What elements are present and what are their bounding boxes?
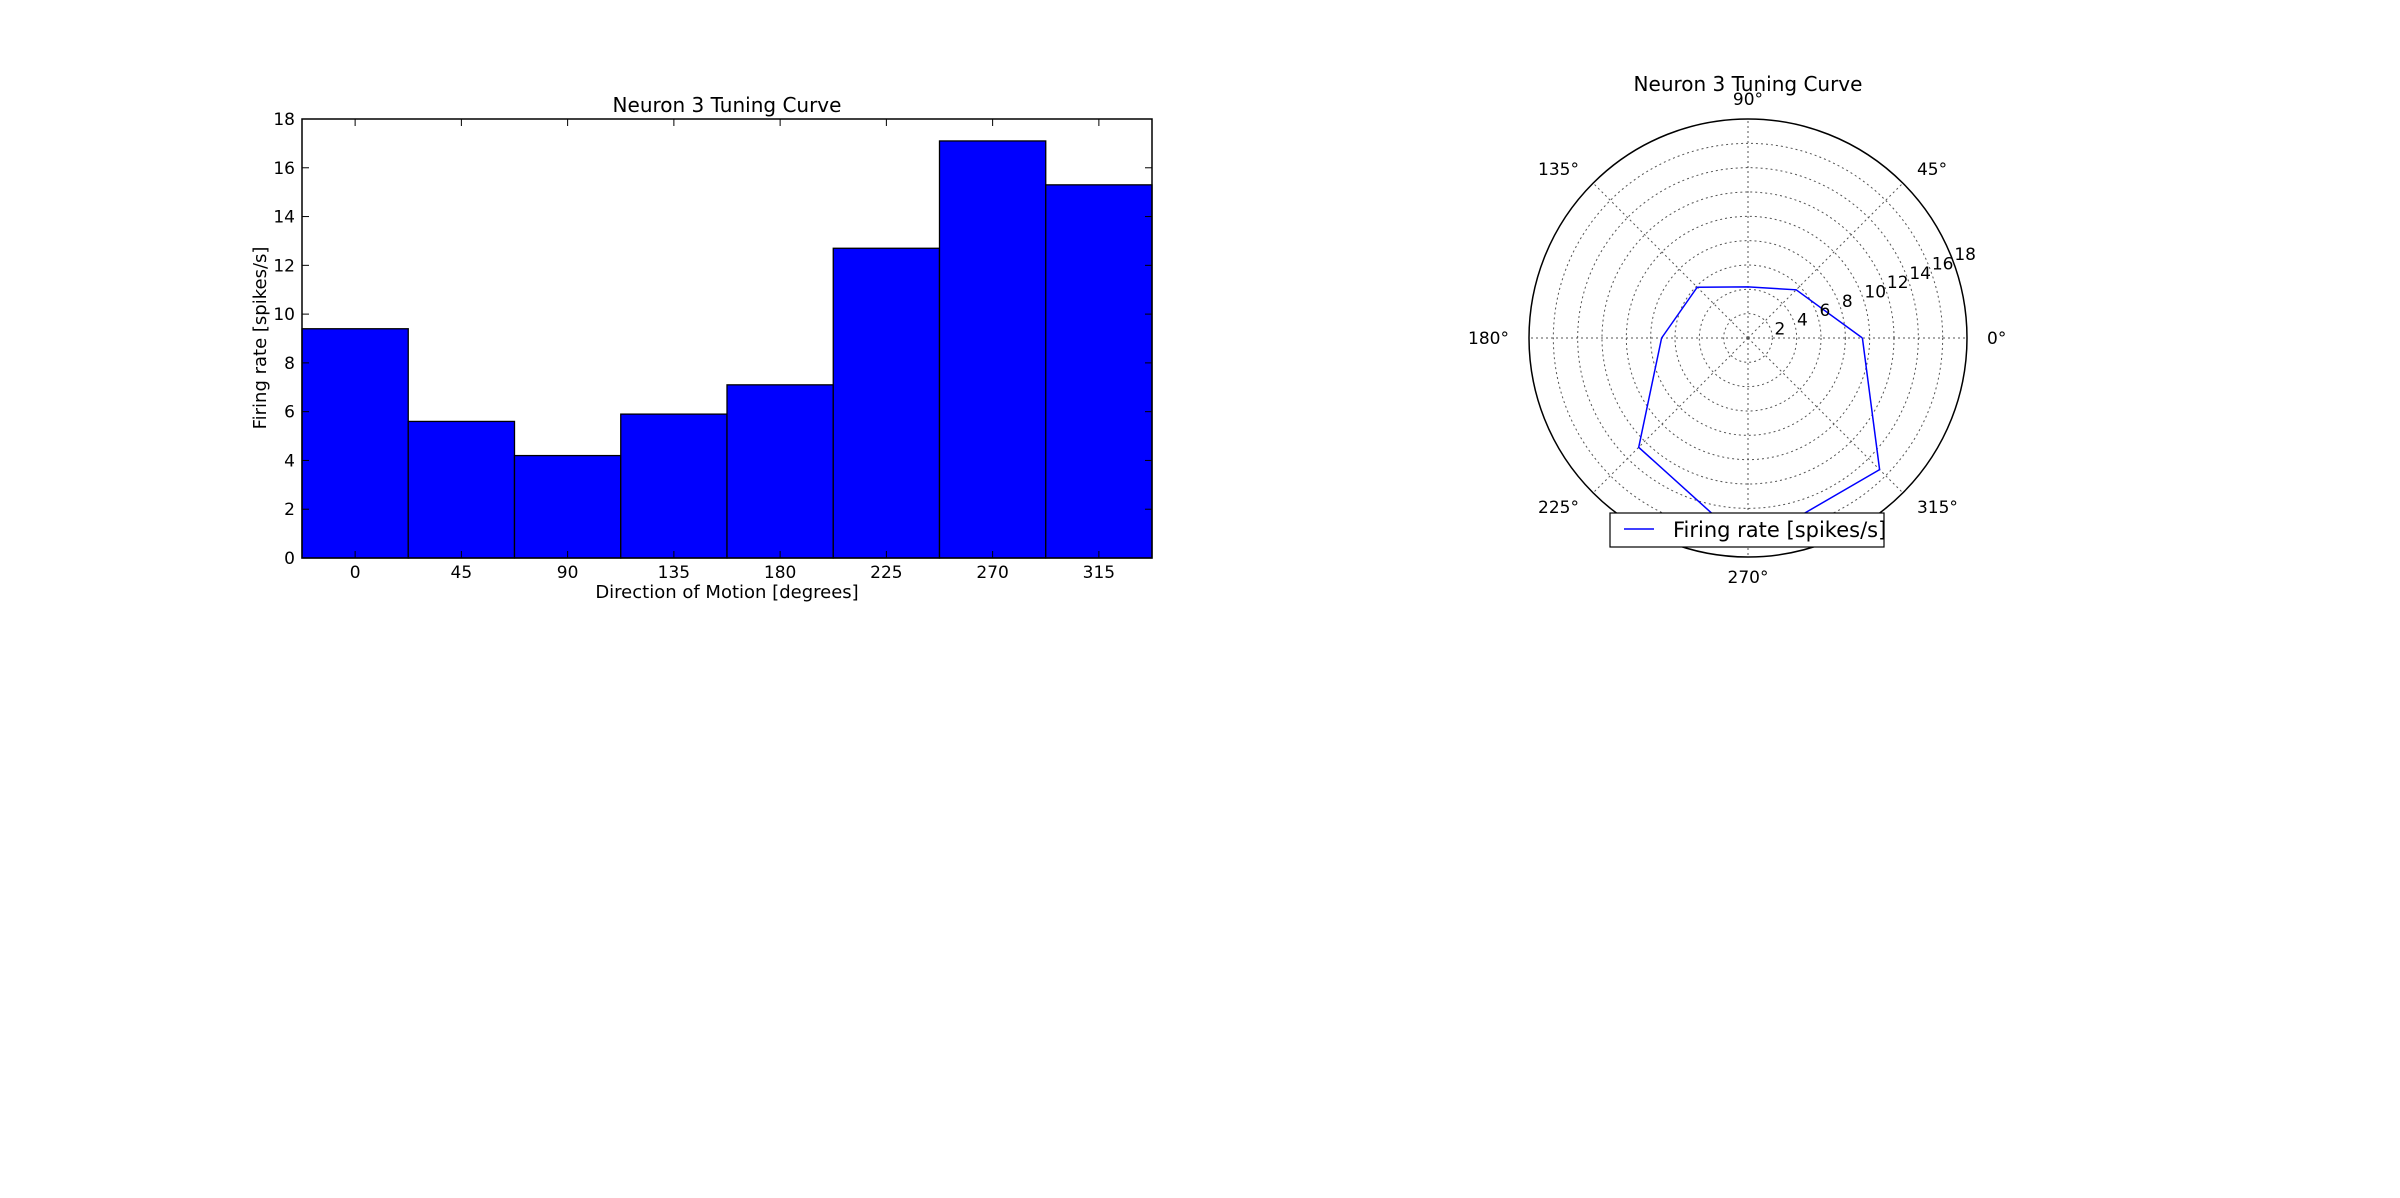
angle-label: 0° [1987,329,2006,349]
radial-grid-circle [1674,264,1822,412]
radial-tick-label: 2 [1774,320,1785,340]
bar-225 [832,247,941,559]
y-tick-label: 6 [284,403,295,423]
radial-tick-label: 8 [1842,292,1853,312]
polar-angle-labels: 0° 45° 90° 135° 180° 225° 270° 315° [1468,90,2006,588]
radial-tick-label: 18 [1954,245,1976,265]
radial-tick-label: 10 [1864,282,1886,302]
radial-grid-circle [1698,288,1798,388]
angular-grid-line [1592,182,1749,339]
polar-outer-frame [1528,118,1968,558]
bar-135 [620,413,728,559]
x-tick-label: 270 [976,563,1008,583]
bar-180 [726,384,834,559]
angle-label: 90° [1733,90,1763,110]
bar-315 [1045,184,1153,559]
y-tick-label: 8 [284,354,295,374]
bar-45 [407,420,516,559]
y-tick-label: 10 [273,305,295,325]
polar-grid [1528,118,1968,558]
bar-y-axis-label: Firing rate [spikes/s] [250,247,271,430]
radial-tick-label: 16 [1932,255,1954,275]
bar-chart-title: Neuron 3 Tuning Curve [613,93,842,117]
bar-0 [301,328,409,559]
radial-grid-circle [1723,313,1773,363]
radial-tick-label: 14 [1909,264,1931,284]
polar-radial-labels: 2 4 6 8 10 12 14 16 18 [1774,245,1975,339]
radial-tick-label: 6 [1819,301,1830,321]
angle-label: 135° [1538,160,1579,180]
x-tick-label: 180 [764,563,796,583]
x-tick-label: 315 [1083,563,1115,583]
y-tick-label: 12 [273,256,295,276]
y-tick-label: 4 [284,451,295,471]
angular-grid-line [1747,182,1904,339]
angle-label: 315° [1917,498,1958,518]
angle-label: 45° [1917,160,1947,180]
bar-chart: Neuron 3 Tuning Curve 0 2 4 6 8 10 12 14 16 18 0 4… [250,93,1153,603]
polar-series [1637,286,1881,547]
bar-plot-frame [301,118,1153,559]
bar-x-axis-label: Direction of Motion [degrees] [595,582,858,603]
polar-chart-title: Neuron 3 Tuning Curve [1634,72,1863,96]
y-tick-label: 0 [284,549,295,569]
legend-box [1609,512,1885,548]
angle-label: 180° [1468,329,1509,349]
y-tick-label: 18 [273,110,295,130]
bar-90 [513,454,622,559]
angular-grid-line [1592,337,1749,494]
polar-series-line-firing-rate [1637,286,1881,547]
bar-x-ticks: 0 45 90 135 180 225 270 315 [350,119,1115,583]
polar-chart: Neuron 3 Tuning Curve 2 4 6 8 10 12 14 16 18 0° 4… [1468,72,2006,588]
x-tick-label: 225 [870,563,902,583]
angular-grid-line [1747,337,1904,494]
x-tick-label: 135 [658,563,690,583]
radial-grid-circle [1650,240,1846,436]
bar-y-ticks: 0 2 4 6 8 10 12 14 16 18 [273,110,1152,569]
angle-label: 225° [1538,498,1579,518]
angle-label: 270° [1728,568,1769,588]
radial-tick-label: 4 [1797,310,1808,330]
radial-tick-label: 12 [1887,273,1909,293]
y-tick-label: 14 [273,208,295,228]
polar-legend: Firing rate [spikes/s] [1609,512,1886,548]
legend-entry-firing-rate: Firing rate [spikes/s] [1673,518,1886,542]
x-tick-label: 45 [451,563,473,583]
x-tick-label: 90 [557,563,579,583]
y-tick-label: 16 [273,159,295,179]
bar-marks [301,140,1153,559]
y-tick-label: 2 [284,500,295,520]
x-tick-label: 0 [350,563,361,583]
bar-270 [938,140,1047,559]
